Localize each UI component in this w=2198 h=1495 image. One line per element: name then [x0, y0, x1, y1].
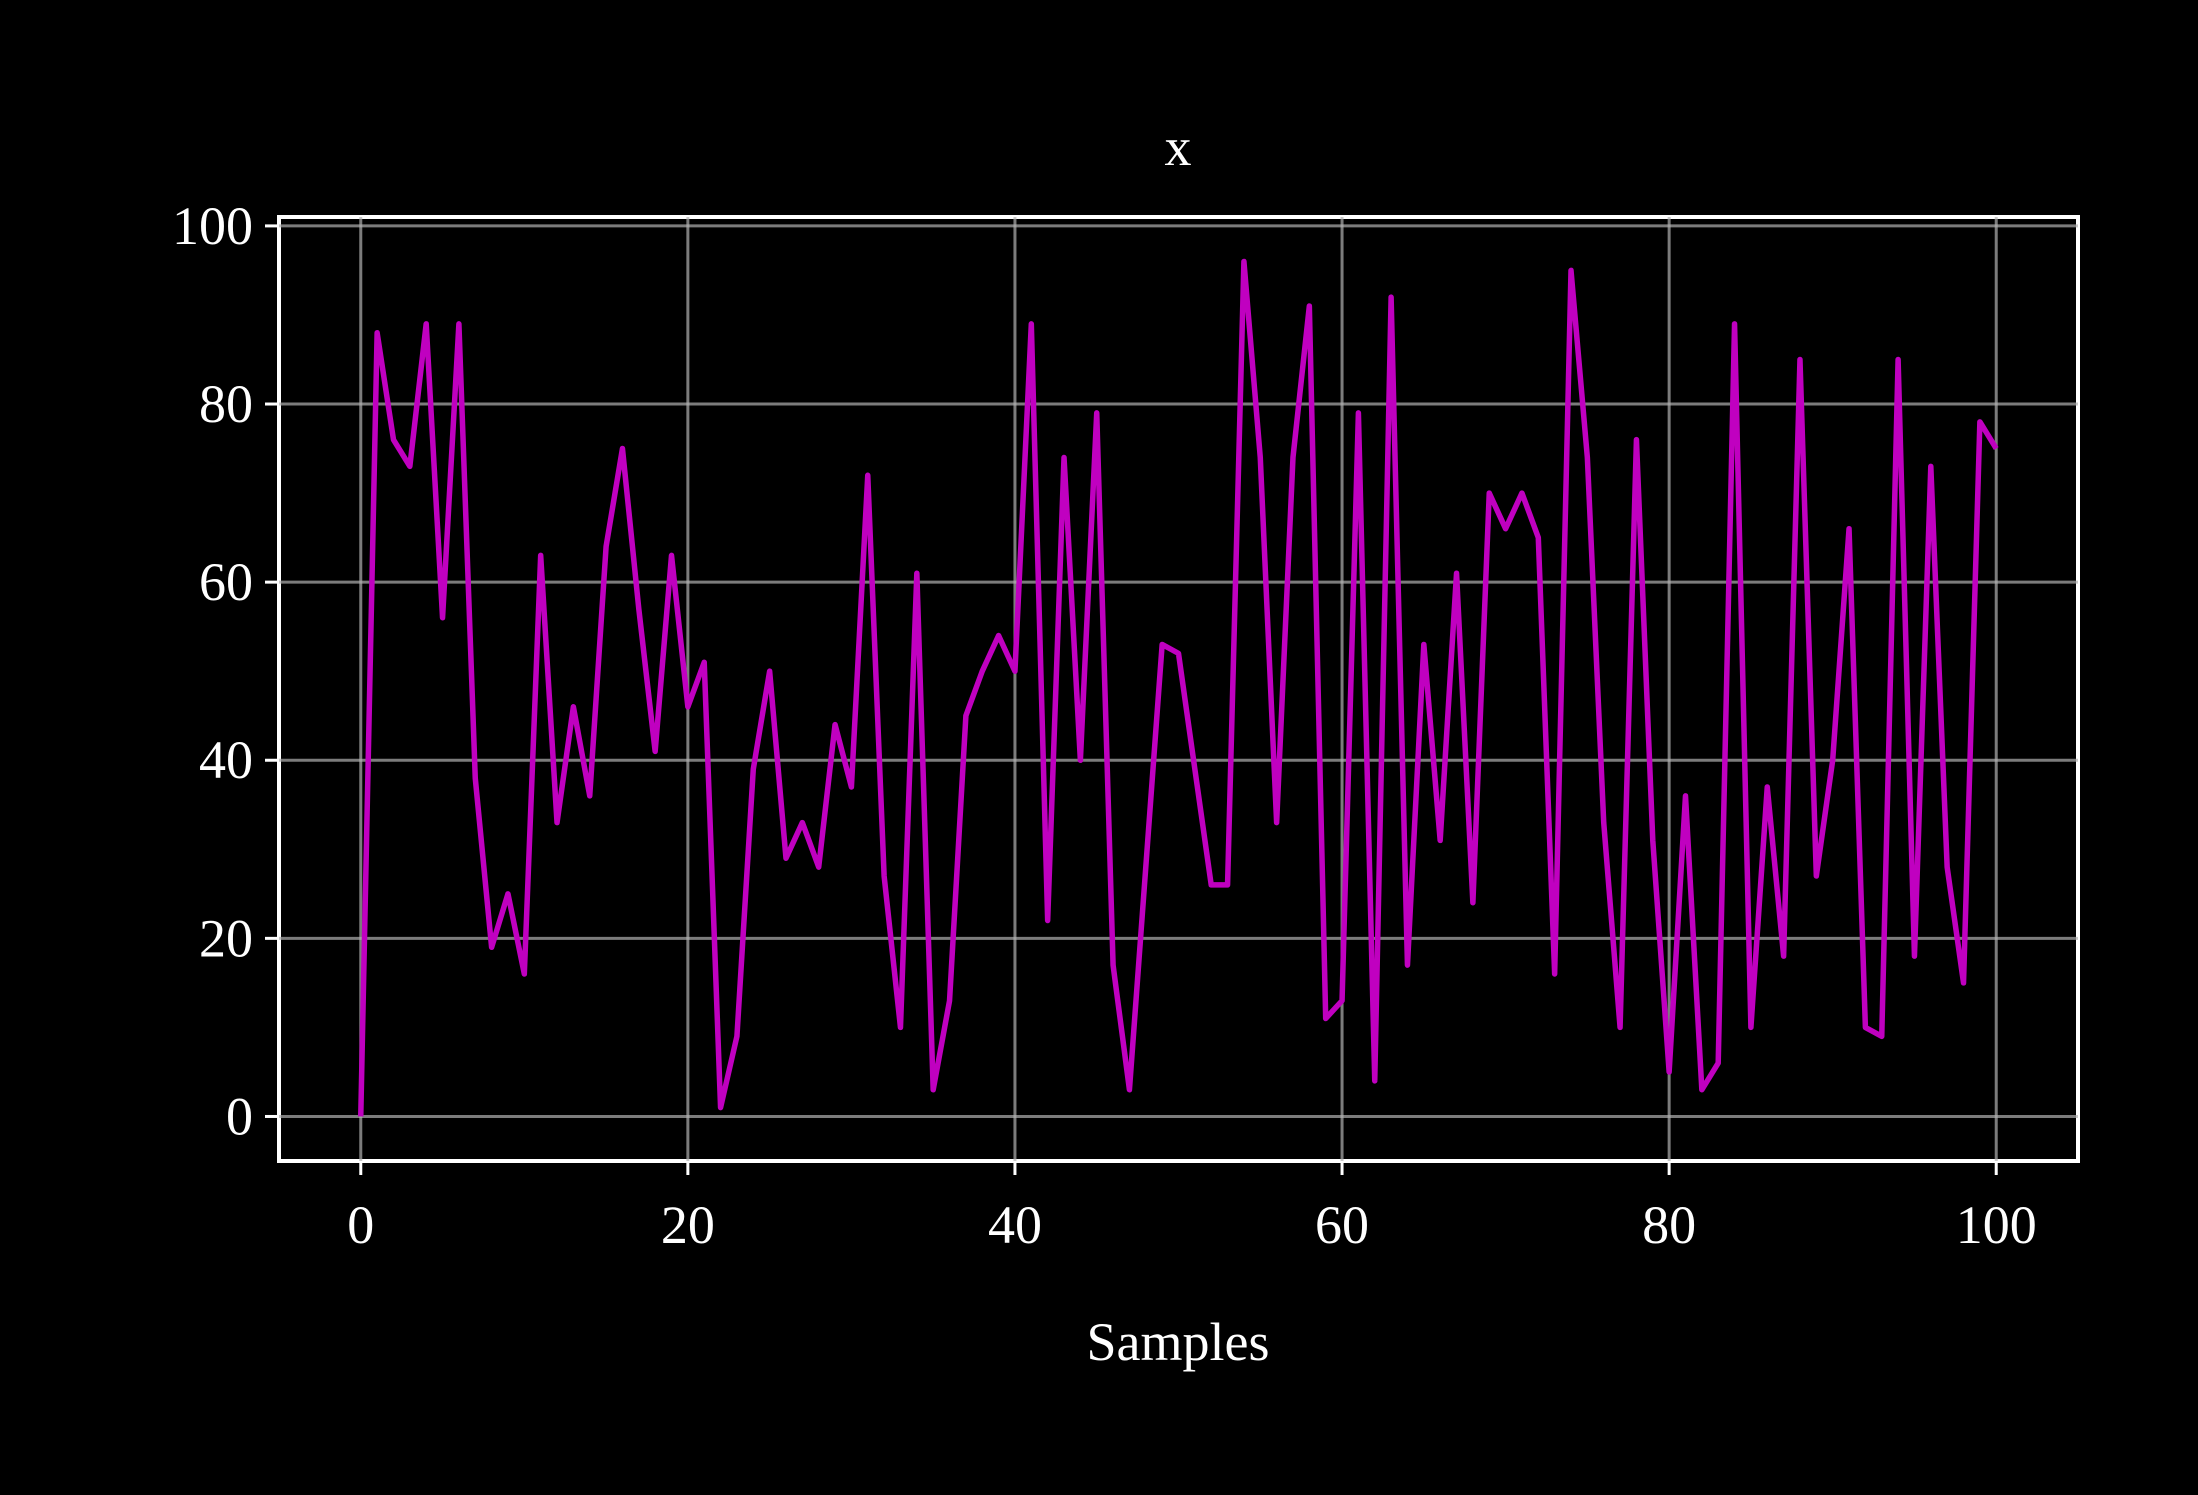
x-tick-label: 40 [988, 1195, 1042, 1255]
x-tick-label: 0 [347, 1195, 374, 1255]
x-tick-label: 60 [1315, 1195, 1369, 1255]
y-tick-label: 40 [199, 730, 253, 790]
x-tick-label: 100 [1956, 1195, 2037, 1255]
y-tick-label: 0 [226, 1086, 253, 1146]
y-tick-label: 80 [199, 374, 253, 434]
plot-area [277, 215, 2080, 1163]
chart-title: x [1165, 117, 1192, 177]
x-tick-label: 20 [661, 1195, 715, 1255]
y-tick-label: 60 [199, 552, 253, 612]
series-line [358, 258, 1999, 1117]
y-axis: 0 20 40 60 80 100 [172, 196, 279, 1146]
y-tick-label: 100 [172, 196, 253, 256]
x-axis-label: Samples [1087, 1312, 1270, 1372]
y-tick-label: 20 [199, 908, 253, 968]
x-axis: 0 20 40 60 80 100 [347, 1161, 2037, 1255]
x-tick-label: 80 [1642, 1195, 1696, 1255]
series-layer [358, 258, 1999, 1117]
